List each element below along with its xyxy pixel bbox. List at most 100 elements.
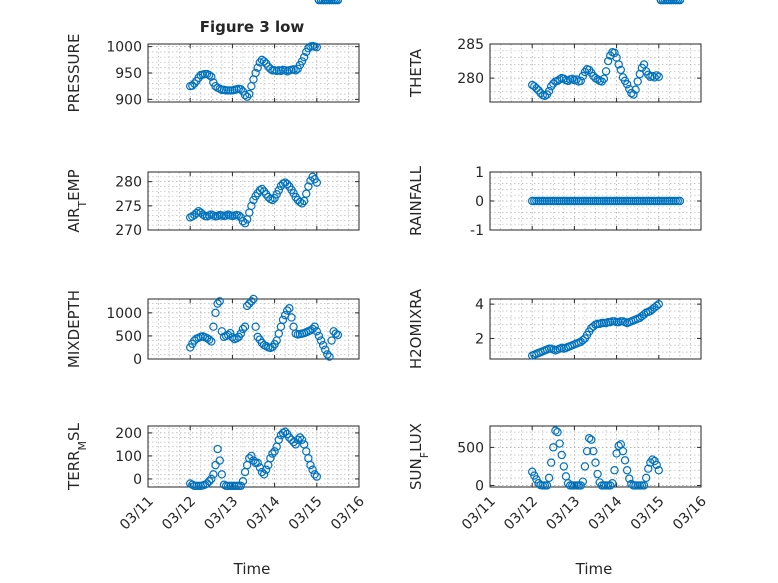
data-point: [310, 470, 319, 479]
data-point: [578, 477, 588, 486]
data-point: [306, 460, 315, 470]
y-tick-label: 1000: [106, 40, 142, 56]
y-tick-label: 2: [475, 331, 484, 347]
data-point: [304, 182, 313, 191]
data-point: [217, 327, 227, 336]
data-point: [204, 70, 214, 80]
data-point: [610, 466, 619, 475]
data-point: [255, 186, 265, 195]
data-point: [285, 433, 294, 442]
data-point: [190, 336, 199, 345]
x-tick-label: 03/13: [543, 494, 583, 534]
data-point: [295, 197, 305, 207]
y-tick-label: 1000: [106, 306, 142, 322]
data-point: [532, 84, 541, 93]
data-point: [603, 56, 613, 66]
data-point: [312, 472, 321, 481]
x-tick-label: 03/13: [201, 494, 241, 534]
data-point: [650, 73, 659, 82]
y-axis-label-rainfall: RAINFALL: [407, 165, 425, 236]
series-h2omixra: [528, 0, 685, 360]
data-point: [295, 433, 305, 442]
data-point: [209, 322, 218, 331]
data-point: [584, 65, 594, 75]
data-point: [283, 306, 292, 315]
data-point: [289, 437, 298, 447]
data-point: [308, 465, 317, 474]
axes-frame: [147, 425, 360, 488]
data-point: [207, 72, 216, 81]
y-axis-label-air_temp: AIRTEMP: [65, 169, 89, 232]
data-point: [563, 76, 573, 86]
data-point: [639, 310, 649, 319]
series-mixdepth: [185, 294, 343, 361]
data-point: [291, 440, 300, 449]
data-point: [268, 449, 277, 458]
data-point: [312, 42, 321, 52]
y-axis-label-sun_flux: SUNFLUX: [407, 423, 431, 490]
subplot-pressure: 900 950 1000 PRESSURE: [65, 0, 360, 112]
data-point: [274, 186, 284, 195]
data-point: [287, 313, 296, 322]
axes-frame: [147, 171, 360, 231]
data-point: [622, 80, 632, 89]
data-point: [247, 297, 256, 306]
data-point: [223, 330, 233, 340]
data-point: [236, 329, 246, 338]
data-point: [582, 446, 592, 456]
data-point: [614, 60, 623, 69]
data-point: [215, 456, 224, 465]
data-point: [606, 481, 615, 490]
data-point: [591, 458, 600, 467]
y-tick-label: 1: [475, 165, 484, 181]
y-tick-label: 500: [115, 329, 142, 345]
data-point: [278, 315, 288, 324]
data-point: [333, 0, 343, 5]
data-point: [675, 196, 685, 206]
data-point: [323, 350, 332, 359]
data-point: [652, 301, 661, 311]
data-point: [257, 184, 267, 194]
y-axis-label-h2omixra: H2OMIXRA: [407, 288, 425, 369]
data-point: [546, 82, 556, 91]
axes-frame: [489, 43, 702, 103]
x-tick-label: 03/14: [586, 493, 626, 533]
data-point: [654, 299, 664, 309]
data-point: [297, 435, 307, 445]
data-point: [280, 427, 290, 436]
data-point: [639, 481, 649, 490]
data-point: [578, 335, 588, 345]
data-point: [631, 85, 640, 94]
data-point: [654, 466, 664, 475]
data-point: [213, 444, 222, 454]
data-point: [555, 439, 564, 448]
y-tick-label: -1: [470, 223, 484, 239]
data-point: [255, 58, 265, 67]
data-point: [572, 75, 581, 84]
y-tick-label: 4: [475, 297, 484, 313]
data-point: [264, 192, 273, 202]
data-point: [240, 90, 250, 100]
x-tick-label: 03/12: [501, 494, 541, 534]
data-point: [599, 74, 609, 84]
data-point: [540, 91, 550, 101]
data-point: [321, 345, 330, 354]
data-point: [327, 336, 336, 345]
y-tick-label: 270: [115, 223, 142, 239]
data-point: [245, 89, 254, 99]
subplot-rainfall: -1 0 1 RAINFALL: [407, 165, 702, 239]
y-tick-label: 950: [115, 66, 142, 82]
data-point: [597, 77, 607, 86]
data-point: [261, 465, 271, 474]
data-point: [232, 334, 241, 343]
data-point: [557, 450, 566, 460]
series-terr_msl: [185, 0, 343, 491]
data-point: [209, 470, 218, 479]
data-point: [559, 462, 569, 471]
data-point: [312, 327, 321, 336]
data-point: [270, 447, 279, 456]
data-point: [544, 86, 554, 96]
data-point: [211, 308, 220, 318]
data-point: [654, 72, 664, 81]
data-point: [591, 73, 600, 83]
